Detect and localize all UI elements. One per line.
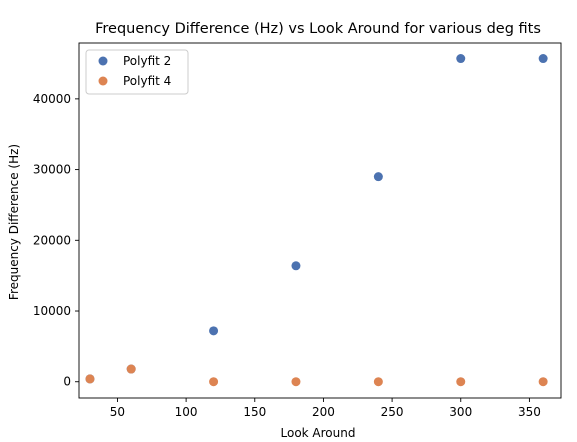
- x-axis-label: Look Around: [281, 426, 356, 440]
- x-tick-label: 350: [518, 405, 541, 419]
- legend-marker: [98, 56, 108, 66]
- x-tick-label: 200: [312, 405, 335, 419]
- legend-label: Polyfit 4: [123, 74, 171, 88]
- data-point: [538, 54, 548, 64]
- data-point: [456, 54, 466, 64]
- data-point: [126, 364, 136, 374]
- y-tick-label: 10000: [33, 304, 71, 318]
- y-axis-ticks: 0 10000 20000 30000 40000: [33, 92, 79, 389]
- y-tick-label: 30000: [33, 163, 71, 177]
- chart-title: Frequency Difference (Hz) vs Look Around…: [95, 21, 541, 37]
- data-point: [85, 374, 95, 384]
- y-axis-label: Frequency Difference (Hz): [7, 144, 21, 300]
- series-polyfit-4: [85, 364, 548, 387]
- data-point: [291, 261, 301, 271]
- data-point: [373, 377, 383, 387]
- legend-marker: [98, 76, 108, 86]
- x-tick-label: 50: [110, 405, 125, 419]
- x-tick-label: 100: [175, 405, 198, 419]
- x-tick-label: 150: [243, 405, 266, 419]
- legend-box: [85, 49, 189, 95]
- data-point: [456, 377, 466, 387]
- x-axis-ticks: 50 100 150 200 250 300 350: [110, 398, 541, 419]
- series-polyfit-2: [85, 54, 548, 384]
- data-point: [209, 326, 219, 336]
- x-tick-label: 300: [449, 405, 472, 419]
- x-tick-label: 250: [381, 405, 404, 419]
- legend-label: Polyfit 2: [123, 54, 171, 68]
- data-point: [291, 377, 301, 387]
- y-tick-label: 0: [63, 375, 71, 389]
- y-tick-label: 40000: [33, 92, 71, 106]
- data-series: [85, 54, 548, 387]
- y-tick-label: 20000: [33, 233, 71, 247]
- legend: Polyfit 2 Polyfit 4: [85, 49, 189, 95]
- data-point: [538, 377, 548, 387]
- plot-area: [78, 42, 562, 399]
- plot-frame: [78, 42, 562, 399]
- data-point: [373, 172, 383, 182]
- data-point: [209, 377, 219, 387]
